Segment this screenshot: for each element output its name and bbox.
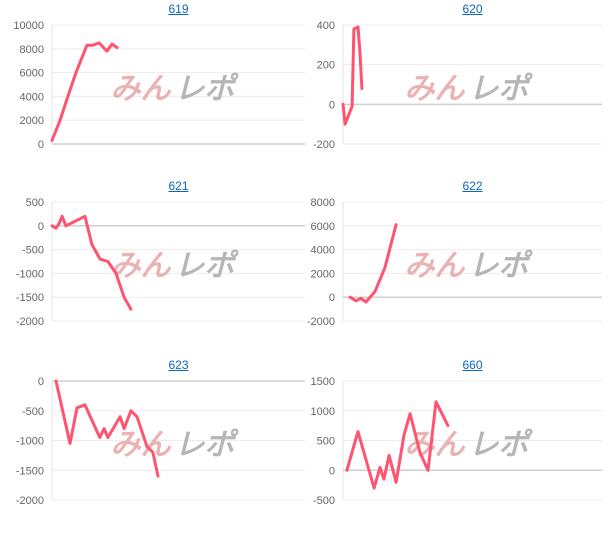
- svg-text:レポ: レポ: [175, 428, 240, 463]
- y-tick-label: 200: [317, 60, 335, 72]
- watermark-logo: みん レポ: [111, 72, 240, 107]
- svg-text:レポ: レポ: [175, 72, 240, 107]
- series-line: [54, 379, 160, 478]
- svg-text:みん: みん: [405, 249, 466, 284]
- y-tick-label: -1000: [16, 436, 44, 448]
- y-tick-label: 6000: [20, 68, 44, 80]
- y-tick-label: 8000: [20, 44, 44, 56]
- y-tick-label: 6000: [311, 221, 335, 233]
- svg-text:レポ: レポ: [469, 249, 534, 284]
- watermark-logo: みん レポ: [405, 428, 534, 463]
- y-tick-label: -2000: [16, 495, 44, 507]
- chart-panel-620: 620 -200 0 200 400 みん レポ: [307, 0, 614, 178]
- svg-text:レポ: レポ: [469, 428, 534, 463]
- chart-title-link[interactable]: 622: [462, 179, 483, 193]
- chart-svg: 0 2000 4000 6000 8000 10000 みん レポ: [13, 20, 305, 151]
- svg-text:レポ: レポ: [175, 249, 240, 284]
- chart-svg: -2000 0 2000 4000 6000 8000 みん レポ: [307, 197, 602, 328]
- chart-svg: -2000 -1500 -1000 -500 0 500 みん レポ: [16, 197, 305, 328]
- y-tick-label: 500: [317, 436, 335, 448]
- y-tick-label: -500: [313, 495, 335, 507]
- y-tick-label: 0: [38, 376, 44, 388]
- chart-panel-621: 621 -2000 -1500 -1000 -500 0 500 みん レポ: [0, 177, 307, 355]
- y-tick-label: -1500: [16, 465, 44, 477]
- chart-panel-660: 660 -500 0 500 1000 1500 みん レポ: [307, 356, 614, 534]
- y-tick-label: 2000: [311, 268, 335, 280]
- y-tick-label: 1000: [311, 406, 335, 418]
- y-tick-label: -500: [22, 245, 44, 257]
- y-tick-label: -1500: [16, 292, 44, 304]
- y-tick-label: -200: [313, 139, 335, 151]
- chart-panel-622: 622 -2000 0 2000 4000 6000 8000 みん レポ: [307, 177, 614, 355]
- y-tick-label: 4000: [20, 91, 44, 103]
- chart-title-link[interactable]: 660: [462, 358, 483, 372]
- series-line: [341, 25, 364, 126]
- y-tick-label: 10000: [13, 20, 44, 32]
- y-tick-label: 8000: [311, 197, 335, 209]
- svg-text:みん: みん: [111, 249, 172, 284]
- y-tick-label: 0: [329, 99, 335, 111]
- watermark-logo: みん レポ: [111, 428, 240, 463]
- svg-text:みん: みん: [111, 72, 172, 107]
- y-tick-label: 2000: [20, 115, 44, 127]
- chart-title-link[interactable]: 620: [462, 2, 483, 16]
- y-tick-label: 1500: [311, 376, 335, 388]
- chart-panel-619: 619 0 2000 4000 6000 8000 10000 みん レポ: [0, 0, 307, 178]
- chart-title-link[interactable]: 623: [168, 358, 189, 372]
- watermark-logo: みん レポ: [405, 249, 534, 284]
- y-tick-label: -2000: [16, 316, 44, 328]
- svg-text:みん: みん: [405, 72, 466, 107]
- y-tick-label: 0: [38, 221, 44, 233]
- y-tick-label: 0: [38, 139, 44, 151]
- chart-svg: -200 0 200 400 みん レポ: [313, 20, 602, 151]
- chart-panel-623: 623 -2000 -1500 -1000 -500 0 みん レポ: [0, 356, 307, 534]
- y-tick-label: -2000: [307, 316, 335, 328]
- chart-svg: -2000 -1500 -1000 -500 0 みん レポ: [16, 376, 305, 507]
- series-line: [50, 214, 133, 311]
- chart-title-link[interactable]: 619: [168, 2, 189, 16]
- y-tick-label: 0: [329, 465, 335, 477]
- series-line: [50, 41, 119, 142]
- y-tick-label: -500: [22, 406, 44, 418]
- y-tick-label: 0: [329, 292, 335, 304]
- y-tick-label: 500: [26, 197, 44, 209]
- series-line: [348, 223, 398, 304]
- y-tick-label: 400: [317, 20, 335, 32]
- y-tick-label: 4000: [311, 245, 335, 257]
- watermark-logo: みん レポ: [111, 249, 240, 284]
- watermark-logo: みん レポ: [405, 72, 534, 107]
- chart-svg: -500 0 500 1000 1500 みん レポ: [311, 376, 602, 507]
- svg-text:レポ: レポ: [469, 72, 534, 107]
- chart-title-link[interactable]: 621: [168, 179, 189, 193]
- y-tick-label: -1000: [16, 268, 44, 280]
